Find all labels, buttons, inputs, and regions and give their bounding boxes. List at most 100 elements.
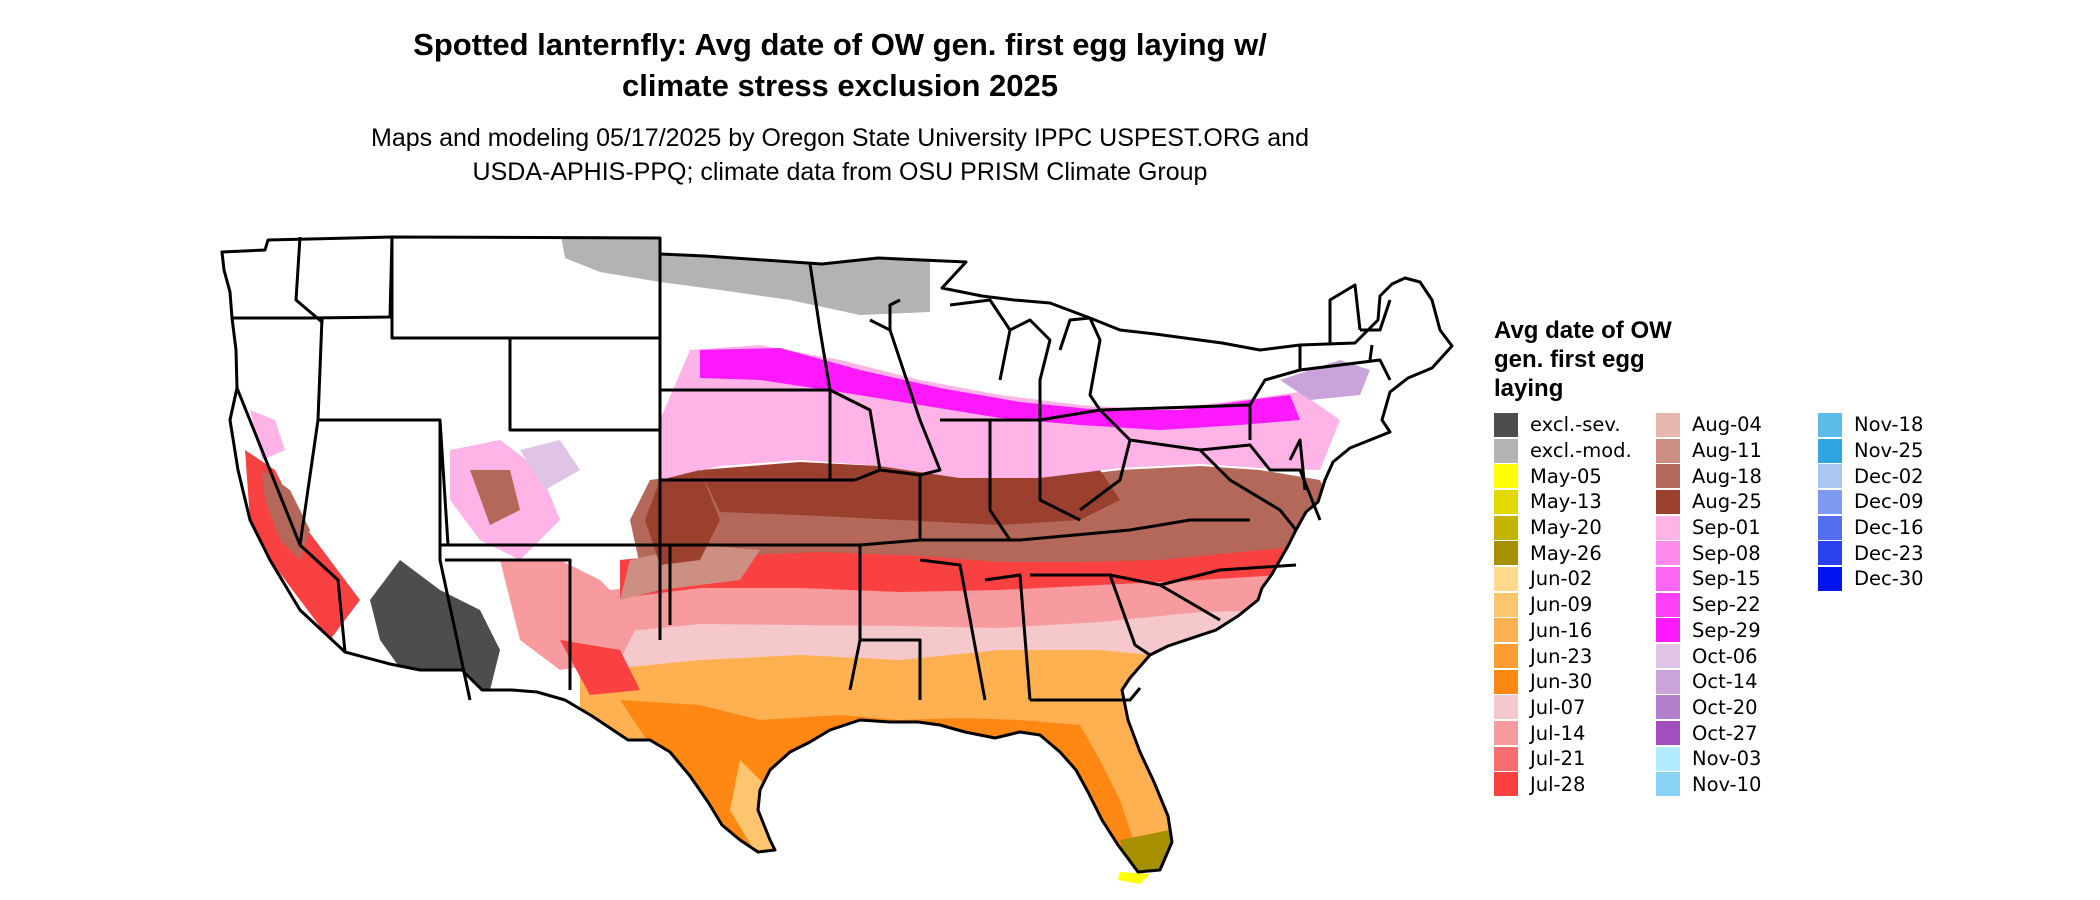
legend-label: Sep-08	[1692, 541, 1761, 565]
legend-item: excl.-mod.	[1494, 438, 1656, 464]
map-title: Spotted lanternfly: Avg date of OW gen. …	[300, 24, 1380, 106]
legend-item: Dec-30	[1818, 566, 1958, 592]
legend-label: Sep-15	[1692, 567, 1761, 591]
legend-label: Sep-01	[1692, 516, 1761, 540]
legend-item: May-20	[1494, 515, 1656, 541]
map-subtitle-line-2: USDA-APHIS-PPQ; climate data from OSU PR…	[472, 158, 1208, 186]
legend-swatch	[1656, 669, 1680, 694]
legend-swatch	[1494, 695, 1518, 720]
legend-swatch	[1494, 566, 1518, 591]
legend-swatch	[1656, 721, 1680, 746]
legend-item: Jul-14	[1494, 720, 1656, 746]
legend-swatch	[1494, 669, 1518, 694]
zone-oct-14	[1280, 360, 1370, 400]
legend-label: Nov-25	[1854, 439, 1924, 463]
legend-swatch	[1494, 464, 1518, 489]
legend-label: May-05	[1530, 464, 1602, 488]
legend-swatch	[1494, 746, 1518, 771]
us-map-svg	[220, 235, 1454, 884]
legend-swatch	[1656, 746, 1680, 771]
legend-item: Aug-04	[1656, 412, 1818, 438]
legend-swatch	[1818, 438, 1842, 463]
legend-item: Sep-01	[1656, 515, 1818, 541]
legend-item: Jun-30	[1494, 669, 1656, 695]
zone-jul-28	[620, 540, 1320, 598]
legend-swatch	[1818, 489, 1842, 514]
legend-item: Dec-23	[1818, 540, 1958, 566]
legend-swatch	[1656, 515, 1680, 540]
legend-item: Oct-27	[1656, 720, 1818, 746]
legend-title-line-1: Avg date of OW	[1494, 317, 1672, 344]
legend-swatch	[1494, 772, 1518, 797]
legend-item: May-26	[1494, 540, 1656, 566]
zone-aug-25-west	[645, 470, 720, 565]
zone-may-05-florida-keys	[1118, 872, 1150, 884]
legend-label: Dec-02	[1854, 464, 1924, 488]
legend-swatch	[1494, 721, 1518, 746]
legend-label: Jun-16	[1530, 618, 1593, 642]
zone-jun-16	[580, 640, 1200, 872]
legend-swatch	[1656, 644, 1680, 669]
legend-item: Aug-11	[1656, 438, 1818, 464]
legend-swatch	[1818, 566, 1842, 591]
map-title-line-2: climate stress exclusion 2025	[622, 68, 1058, 103]
legend-item: Oct-20	[1656, 695, 1818, 721]
legend-swatch	[1656, 695, 1680, 720]
zone-sep-01-west	[250, 410, 285, 460]
legend-item: May-13	[1494, 489, 1656, 515]
zone-aug-11	[620, 545, 760, 600]
legend-swatch	[1656, 566, 1680, 591]
legend-label: Nov-10	[1692, 772, 1762, 796]
legend-item: Dec-02	[1818, 463, 1958, 489]
legend-label: Jun-09	[1530, 593, 1593, 617]
legend-label: Jun-23	[1530, 644, 1593, 668]
legend-label: Sep-22	[1692, 593, 1761, 617]
legend-item: Nov-18	[1818, 412, 1958, 438]
legend-item: May-05	[1494, 463, 1656, 489]
legend-swatch	[1494, 618, 1518, 643]
legend-item: Jun-23	[1494, 643, 1656, 669]
legend-title-line-2: gen. first egg	[1494, 346, 1645, 373]
legend-item: Sep-08	[1656, 540, 1818, 566]
legend-item: Oct-14	[1656, 669, 1818, 695]
legend-swatch	[1656, 438, 1680, 463]
legend-label: Dec-09	[1854, 490, 1924, 514]
legend-swatch	[1494, 541, 1518, 566]
zone-oct-06	[520, 440, 580, 490]
legend-label: excl.-mod.	[1530, 439, 1632, 463]
legend-item: Dec-09	[1818, 489, 1958, 515]
legend-item: Jun-09	[1494, 592, 1656, 618]
legend-label: May-13	[1530, 490, 1602, 514]
legend-swatch	[1656, 412, 1680, 437]
legend-item: Jun-16	[1494, 618, 1656, 644]
legend-label: Dec-16	[1854, 516, 1924, 540]
legend-item: Jul-28	[1494, 772, 1656, 798]
legend-swatch	[1494, 412, 1518, 437]
map-subtitle: Maps and modeling 05/17/2025 by Oregon S…	[300, 121, 1380, 189]
legend-label: Jul-21	[1530, 747, 1586, 771]
legend-swatch	[1656, 772, 1680, 797]
legend-label: Oct-20	[1692, 695, 1758, 719]
legend-label: Sep-29	[1692, 618, 1761, 642]
legend-item: Jul-07	[1494, 695, 1656, 721]
legend-item: Nov-25	[1818, 438, 1958, 464]
legend-swatch	[1494, 489, 1518, 514]
legend-item: Sep-29	[1656, 618, 1818, 644]
legend-title: Avg date of OW gen. first egg laying	[1494, 316, 1714, 403]
legend-swatch	[1656, 618, 1680, 643]
legend-item: Aug-25	[1656, 489, 1818, 515]
legend-label: Aug-11	[1692, 439, 1762, 463]
legend-item: Sep-22	[1656, 592, 1818, 618]
map-subtitle-line-1: Maps and modeling 05/17/2025 by Oregon S…	[371, 124, 1309, 152]
legend-swatch	[1494, 592, 1518, 617]
legend-title-line-3: laying	[1494, 375, 1564, 402]
legend-swatch	[1656, 489, 1680, 514]
legend-label: Nov-03	[1692, 747, 1762, 771]
legend-label: Aug-25	[1692, 490, 1762, 514]
exclusion-severe-southwest-zone	[370, 560, 500, 690]
legend-item: Sep-15	[1656, 566, 1818, 592]
legend-swatch	[1656, 592, 1680, 617]
legend-item: excl.-sev.	[1494, 412, 1656, 438]
legend-label: Jul-07	[1530, 695, 1586, 719]
legend-label: Oct-06	[1692, 644, 1758, 668]
